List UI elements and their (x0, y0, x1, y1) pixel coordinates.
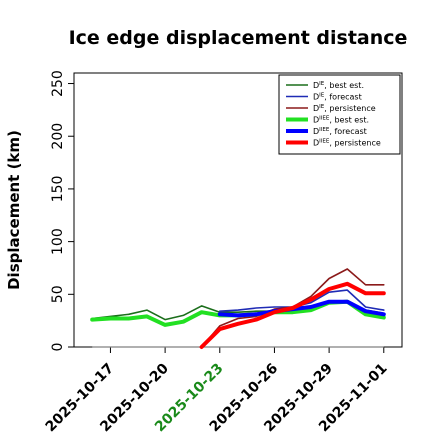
legend: DIE, best est. DIE, forecast DIE, persiste… (278, 74, 401, 155)
y-axis-label: Displacement (km) (5, 130, 23, 290)
y-axis: 0 50 100 150 200 250 (50, 70, 74, 351)
legend-label: DIE, best est. (313, 81, 364, 90)
series-line (217, 299, 386, 318)
y-tick-label: 200 (50, 123, 66, 150)
y-tick-label: 50 (50, 285, 66, 303)
y-tick-label: 150 (50, 176, 66, 203)
legend-label: DIE, forecast (313, 93, 362, 102)
y-tick-label: 100 (50, 228, 66, 255)
chart-title: Ice edge displacement distance (69, 27, 408, 49)
series-line (199, 281, 386, 349)
legend-label: DIIEE, persistence (313, 139, 381, 148)
x-axis: 2025-10-172025-10-202025-10-232025-10-26… (43, 347, 391, 435)
y-tick-label: 250 (50, 70, 66, 97)
legend-label: DIIEE, forecast (313, 127, 367, 136)
y-tick-label: 0 (50, 343, 66, 352)
legend-label: DIIEE, best est. (313, 116, 369, 125)
series-group (90, 268, 386, 349)
legend-label: DIE, persistence (313, 104, 376, 113)
